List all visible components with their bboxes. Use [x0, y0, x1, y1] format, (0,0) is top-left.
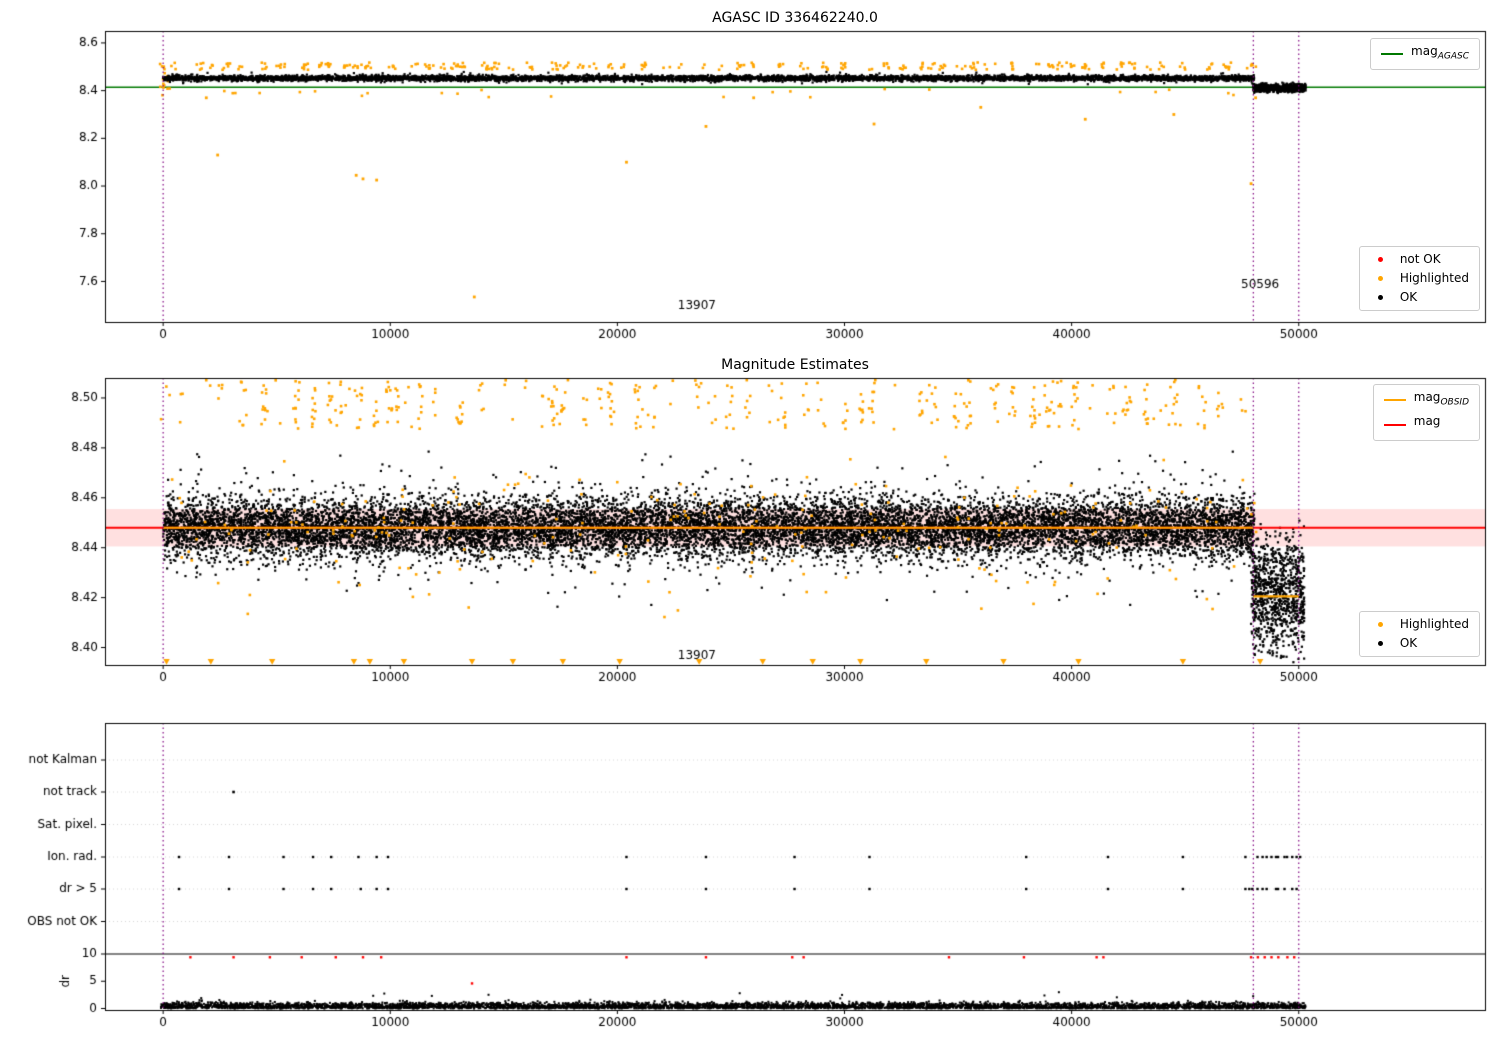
orange-dot-swatch — [1370, 276, 1392, 281]
legend-item-ok2: OK — [1370, 637, 1469, 650]
orange-line-swatch — [1383, 399, 1406, 402]
legend-item-highlighted2: Highlighted — [1370, 618, 1469, 631]
legend-item-highlighted: Highlighted — [1370, 272, 1469, 285]
legend-item-not-ok: not OK — [1370, 253, 1469, 266]
legend-label-highlighted: Highlighted — [1399, 271, 1469, 285]
plot2-line-legend: magOBSID mag — [1372, 384, 1480, 441]
black-dot-swatch2 — [1370, 641, 1392, 646]
legend-item-ok: OK — [1370, 291, 1469, 304]
orange-dot-swatch2 — [1370, 622, 1392, 627]
legend-label-ok2: OK — [1399, 636, 1418, 650]
green-line-swatch — [1381, 53, 1404, 56]
legend-label-not-ok: not OK — [1399, 252, 1441, 266]
legend-item-mag: mag — [1383, 414, 1469, 433]
legend-item-mag-agasc: magAGASC — [1381, 45, 1469, 63]
black-dot-swatch — [1370, 295, 1392, 300]
red-dot-swatch — [1370, 257, 1392, 262]
legend-item-mag-obsid: magOBSID — [1383, 390, 1469, 409]
legend-label-mag-agasc: magAGASC — [1411, 44, 1469, 62]
legend-label-mag: mag — [1413, 414, 1441, 429]
plot1-point-legend: not OK Highlighted OK — [1358, 246, 1480, 311]
red-line-swatch — [1383, 423, 1406, 426]
legend-label-mag-obsid: magOBSID — [1413, 390, 1469, 408]
plot1-title: AGASC ID 336462240.0 — [712, 10, 878, 26]
legend-label-ok: OK — [1399, 290, 1418, 304]
plot1-line-legend: magAGASC — [1370, 38, 1480, 71]
plot2-title: Magnitude Estimates — [721, 357, 869, 373]
plot2-point-legend: Highlighted OK — [1358, 611, 1480, 657]
legend-label-highlighted2: Highlighted — [1399, 617, 1469, 631]
